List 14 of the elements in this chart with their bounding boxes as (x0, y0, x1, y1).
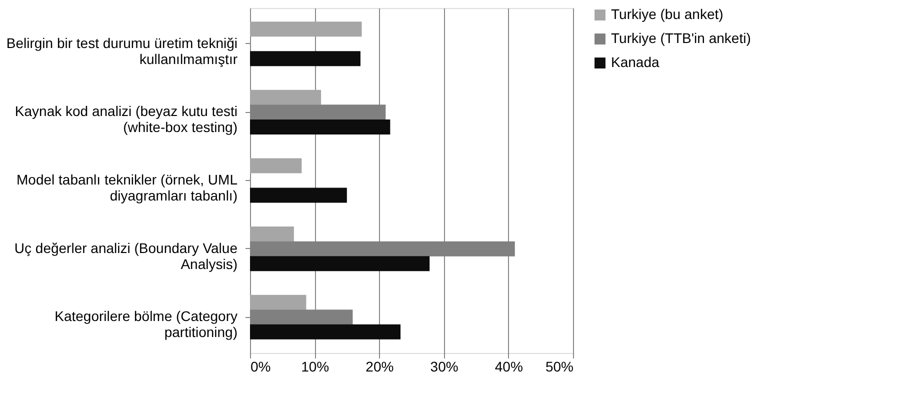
x-tick-label: 50% (545, 358, 574, 374)
y-tick-label: Kategorilere bölme (Category partitioning) (54, 308, 238, 340)
legend-label: Turkiye (TTB'in anketi) (611, 30, 751, 46)
y-tick-label: Model tabanlı teknikler (örnek, UML diyagramları tabanlı) (16, 172, 238, 204)
y-tick-label: Kaynak kod analizi (beyaz kutu testi (white-box testing) (14, 103, 238, 136)
x-tick-label: 40% (494, 358, 523, 374)
x-tick-label: 0% (250, 358, 271, 374)
x-tick-label: 30% (430, 358, 458, 374)
y-tick-label: Belirgin bir test durumu üretim tekniği kullanılmamıştır (6, 34, 238, 67)
x-tick-label: 20% (366, 358, 394, 374)
legend-label: Turkiye (bu anket) (611, 6, 724, 22)
x-tick-label: 10% (301, 358, 330, 374)
legend-label: Kanada (611, 54, 660, 70)
y-tick-label: Uç değerler analizi (Boundary Value Analysis) (14, 240, 238, 272)
